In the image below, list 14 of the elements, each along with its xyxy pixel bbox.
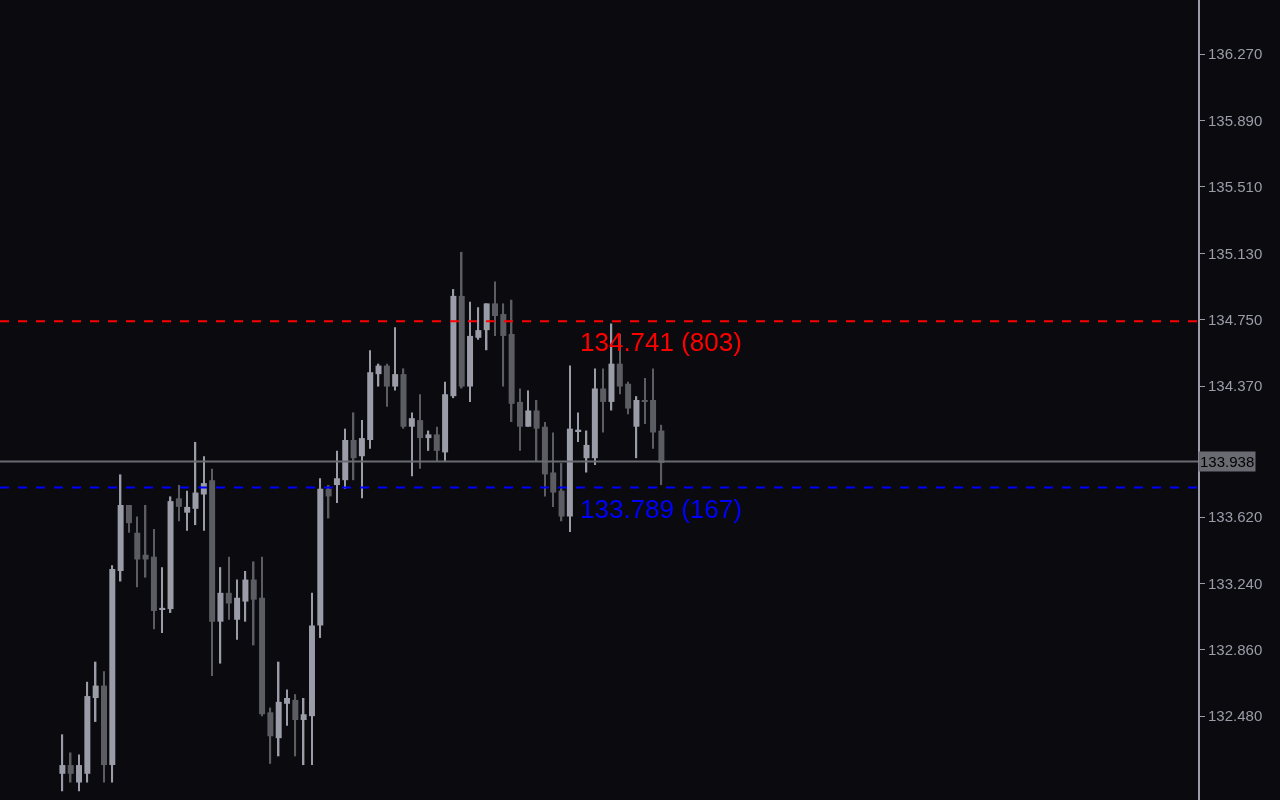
y-tick-label: 136.270 [1208, 45, 1263, 63]
y-tick-label: 132.480 [1208, 707, 1263, 725]
y-tick-label: 135.130 [1208, 244, 1263, 262]
y-tick-label: 135.890 [1208, 111, 1263, 129]
y-tick-label: 135.510 [1208, 178, 1263, 196]
y-tick-label: 133.240 [1208, 574, 1263, 592]
y-tick-label: 134.370 [1208, 377, 1263, 395]
ref-line-label: 133.938 [1200, 453, 1255, 470]
y-tick-label: 132.860 [1208, 641, 1263, 659]
ref-line-label: 133.789 (167) [580, 494, 742, 524]
y-tick-label: 133.620 [1208, 508, 1263, 526]
candlestick [159, 567, 166, 634]
candlestick [641, 377, 648, 424]
y-tick-label: 134.750 [1208, 310, 1263, 328]
